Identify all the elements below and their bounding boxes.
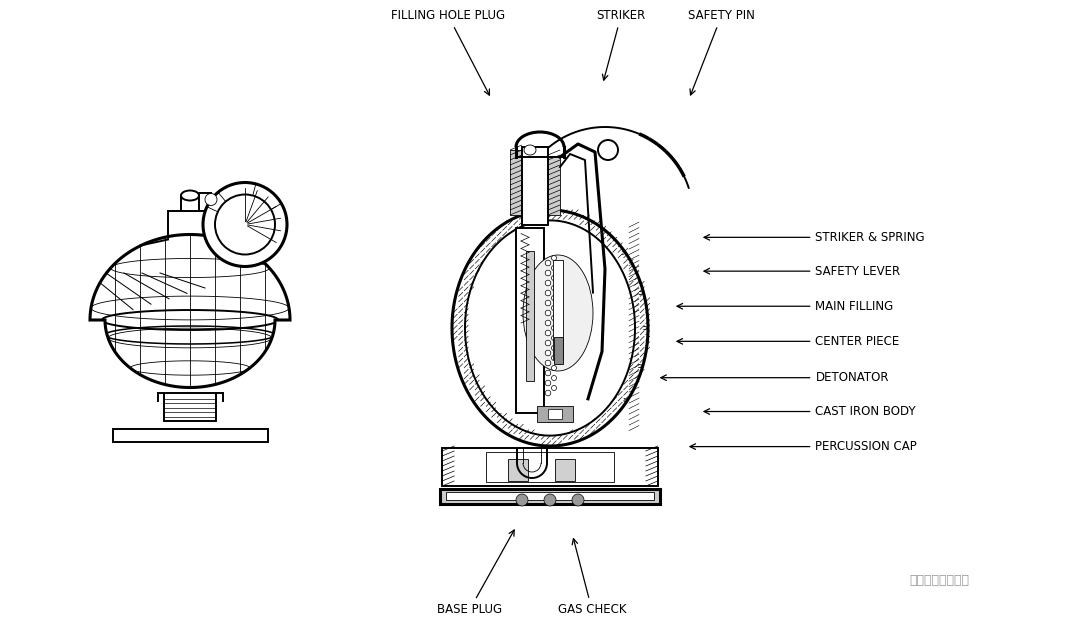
Text: FILLING HOLE PLUG: FILLING HOLE PLUG	[391, 10, 505, 95]
Bar	[442, 448, 658, 486]
Text: SAFETY LEVER: SAFETY LEVER	[704, 265, 901, 278]
Circle shape	[545, 370, 551, 376]
Circle shape	[545, 390, 551, 396]
Circle shape	[552, 295, 556, 300]
Bar	[486, 452, 613, 482]
Text: CAST IRON BODY: CAST IRON BODY	[704, 405, 916, 418]
Circle shape	[552, 336, 556, 341]
Circle shape	[545, 300, 551, 306]
Circle shape	[545, 330, 551, 336]
Circle shape	[552, 325, 556, 330]
Circle shape	[552, 306, 556, 311]
Circle shape	[552, 385, 556, 390]
Circle shape	[544, 494, 556, 506]
Bar	[526, 251, 534, 381]
Circle shape	[545, 350, 551, 356]
Bar	[522, 147, 548, 225]
Circle shape	[545, 360, 551, 366]
Circle shape	[203, 182, 287, 267]
Circle shape	[215, 195, 275, 255]
Bar	[555, 459, 575, 481]
Circle shape	[545, 320, 551, 326]
Circle shape	[552, 346, 556, 350]
Circle shape	[545, 290, 551, 296]
Polygon shape	[465, 220, 635, 436]
Bar	[516, 228, 544, 413]
Circle shape	[545, 340, 551, 346]
Ellipse shape	[524, 145, 536, 155]
Bar	[446, 492, 654, 500]
Circle shape	[545, 260, 551, 266]
Circle shape	[552, 276, 556, 281]
Bar	[537, 406, 573, 422]
Ellipse shape	[523, 255, 593, 371]
Polygon shape	[453, 210, 648, 446]
Bar	[181, 195, 199, 212]
Circle shape	[545, 380, 551, 386]
Bar	[553, 260, 563, 359]
Bar	[164, 392, 216, 420]
Bar	[554, 337, 563, 364]
Text: PERCUSSION CAP: PERCUSSION CAP	[690, 440, 917, 453]
Text: STRIKER: STRIKER	[596, 10, 646, 80]
Text: 彩云的机械整备间: 彩云的机械整备间	[909, 574, 970, 587]
Text: SAFETY PIN: SAFETY PIN	[688, 10, 755, 95]
Circle shape	[545, 310, 551, 316]
Circle shape	[552, 265, 556, 271]
Circle shape	[545, 280, 551, 286]
Bar	[548, 157, 561, 215]
Bar	[548, 409, 562, 419]
Bar	[112, 429, 268, 441]
Circle shape	[205, 193, 217, 205]
Text: STRIKER & SPRING: STRIKER & SPRING	[704, 231, 926, 244]
Polygon shape	[90, 235, 291, 387]
Circle shape	[545, 271, 551, 276]
Text: GAS CHECK: GAS CHECK	[557, 538, 626, 616]
Ellipse shape	[181, 191, 199, 200]
Circle shape	[552, 285, 556, 290]
Circle shape	[572, 494, 584, 506]
Bar	[440, 489, 660, 504]
Text: BASE PLUG: BASE PLUG	[437, 530, 514, 616]
Circle shape	[552, 366, 556, 371]
Text: MAIN FILLING: MAIN FILLING	[677, 300, 893, 313]
Circle shape	[598, 140, 618, 160]
Polygon shape	[510, 150, 522, 215]
Circle shape	[552, 376, 556, 380]
Circle shape	[552, 316, 556, 320]
Circle shape	[552, 255, 556, 260]
Circle shape	[552, 355, 556, 360]
Bar	[508, 459, 528, 481]
Circle shape	[516, 494, 528, 506]
Text: CENTER PIECE: CENTER PIECE	[677, 335, 900, 348]
Text: DETONATOR: DETONATOR	[661, 371, 889, 384]
